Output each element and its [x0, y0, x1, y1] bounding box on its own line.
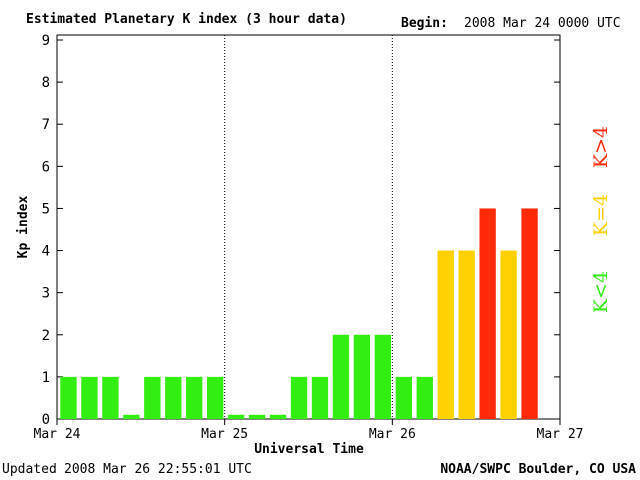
kp-bar	[311, 376, 329, 419]
updated-value: 2008 Mar 26 22:55:01 UTC	[64, 462, 252, 477]
begin-label: Begin:	[401, 16, 448, 31]
y-tick-label: 0	[42, 412, 50, 428]
kp-bar	[269, 414, 287, 419]
begin-value: 2008 Mar 24 0000 UTC	[464, 16, 621, 31]
y-tick-label: 8	[42, 75, 50, 91]
y-tick-label: 9	[42, 33, 50, 49]
kp-bar	[521, 208, 538, 419]
kp-bar	[395, 376, 412, 419]
y-tick-label: 5	[42, 201, 50, 217]
kp-bar	[353, 334, 371, 419]
kp-bar	[500, 250, 517, 419]
legend: K<4 K=4 K>4	[590, 126, 612, 313]
kp-bar	[290, 376, 308, 419]
kp-bar	[479, 208, 496, 419]
kp-bar	[458, 250, 475, 419]
plot-frame	[56, 34, 561, 420]
kp-bar	[60, 376, 77, 419]
x-tick-label: Mar 26	[369, 427, 416, 442]
y-axis-ticks: 0 1 2 3 4 5 6 7 8 9	[42, 33, 560, 428]
updated-label: Updated	[2, 462, 57, 477]
bar-series	[60, 208, 538, 419]
kp-bar	[227, 414, 245, 419]
x-axis-ticks: Mar 24 Mar 25 Mar 26 Mar 27	[34, 419, 584, 442]
legend-low: K<4	[590, 271, 612, 313]
x-axis-label: Universal Time	[254, 442, 364, 457]
kp-bar	[416, 376, 433, 419]
y-axis-label: Kp index	[16, 196, 31, 259]
legend-mid: K=4	[590, 194, 612, 236]
kp-bar	[144, 376, 161, 419]
kp-bar	[123, 414, 140, 419]
x-tick-label: Mar 27	[537, 427, 584, 442]
y-tick-label: 2	[42, 328, 50, 344]
source-credit: NOAA/SWPC Boulder, CO USA	[440, 462, 636, 477]
kp-bar	[332, 334, 350, 419]
kp-bar	[186, 376, 203, 419]
x-tick-label: Mar 24	[34, 427, 81, 442]
chart-title: Estimated Planetary K index (3 hour data…	[26, 12, 347, 27]
y-tick-label: 7	[42, 117, 50, 133]
y-tick-label: 3	[42, 286, 50, 302]
kp-bar	[207, 376, 224, 419]
y-tick-label: 1	[42, 370, 50, 386]
kp-bar	[102, 376, 119, 419]
kp-bar	[437, 250, 454, 419]
day-separators	[224, 35, 393, 419]
kp-bar	[81, 376, 98, 419]
kp-bar	[248, 414, 266, 419]
legend-high: K>4	[590, 126, 612, 168]
y-tick-label: 4	[42, 244, 50, 260]
kp-bar	[165, 376, 182, 419]
x-tick-label: Mar 25	[201, 427, 248, 442]
y-tick-label: 6	[42, 159, 50, 175]
kp-bar	[374, 334, 392, 419]
